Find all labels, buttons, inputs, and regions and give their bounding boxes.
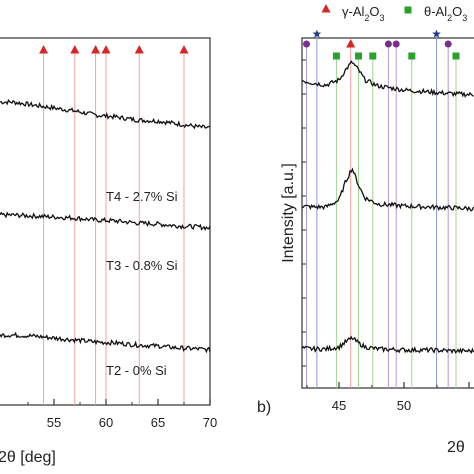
series-line (0, 99, 211, 130)
reference-marker (179, 45, 189, 54)
reference-marker (432, 29, 441, 38)
series-line (301, 167, 474, 212)
x-axis-title: 2θ (447, 439, 465, 456)
series-line (0, 331, 211, 354)
x-tick-label: 50 (397, 398, 411, 413)
reference-marker (70, 45, 80, 54)
reference-marker (39, 45, 49, 54)
reference-marker (312, 29, 322, 38)
reference-marker (303, 40, 310, 48)
legend-marker-gamma (321, 4, 331, 13)
x-axis-title: 2θ [deg] (0, 449, 56, 466)
reference-marker (452, 52, 460, 60)
x-tick-label: 60 (99, 415, 113, 430)
reference-marker (134, 45, 144, 54)
y-axis-title: Intensity [a.u.] (280, 163, 297, 263)
reference-marker (91, 45, 101, 54)
reference-marker (346, 39, 356, 48)
series-line (301, 60, 474, 98)
legend-label-gamma: γ-Al2O3 (342, 4, 385, 23)
series-label: T3 - 0.8% Si (106, 258, 178, 273)
panel-b: γ-Al2O3 θ-Al2O3 45 50 Intensity [a.u.] 2θ b) (257, 4, 474, 456)
panel-label: b) (257, 399, 271, 416)
x-tick-label: 45 (332, 398, 346, 413)
reference-marker (392, 40, 400, 48)
reference-marker (332, 52, 340, 60)
reference-marker (408, 52, 416, 60)
x-tick-label: 70 (203, 415, 217, 430)
series-line (301, 335, 474, 355)
legend-marker-theta (404, 6, 412, 14)
series-label: T4 - 2.7% Si (106, 189, 178, 204)
x-tick-label: 55 (47, 415, 61, 430)
series-line (0, 211, 211, 232)
panel-a: T4 - 2.7% Si T3 - 0.8% Si T2 - 0% Si 55 60 65… (0, 37, 217, 466)
x-tick-label: 65 (151, 415, 165, 430)
plot-frame (301, 37, 474, 389)
reference-marker (384, 40, 392, 48)
reference-marker (369, 52, 377, 60)
series-label: T2 - 0% Si (106, 363, 167, 378)
legend-label-theta: θ-Al2O3 (424, 4, 467, 23)
reference-marker (101, 45, 111, 54)
reference-marker (355, 52, 362, 60)
reference-marker (444, 40, 452, 48)
plot-frame (0, 37, 211, 406)
